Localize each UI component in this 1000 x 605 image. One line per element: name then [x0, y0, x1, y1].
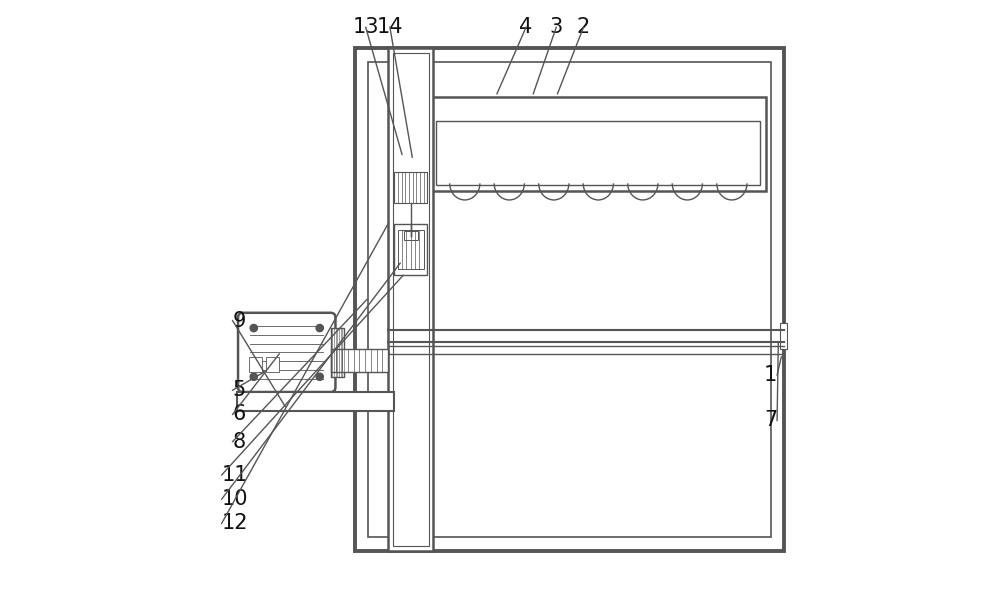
Circle shape — [250, 324, 257, 332]
Bar — [266, 357, 279, 372]
Text: 14: 14 — [377, 17, 403, 38]
Text: 1: 1 — [764, 365, 777, 385]
FancyBboxPatch shape — [238, 313, 335, 392]
Bar — [355, 48, 784, 551]
Circle shape — [316, 373, 323, 381]
Text: 5: 5 — [233, 380, 246, 401]
Text: 12: 12 — [222, 513, 248, 534]
Text: 10: 10 — [222, 489, 248, 509]
Circle shape — [316, 324, 323, 332]
Text: 11: 11 — [222, 465, 248, 485]
Text: 4: 4 — [519, 17, 533, 38]
Bar — [237, 392, 394, 411]
Text: 8: 8 — [233, 431, 246, 452]
Bar — [331, 349, 388, 372]
Text: 6: 6 — [233, 404, 246, 425]
Bar — [436, 121, 760, 185]
Bar — [398, 230, 424, 269]
Bar — [368, 62, 771, 537]
Bar — [249, 357, 262, 372]
Bar — [393, 53, 429, 546]
Bar — [404, 231, 418, 240]
Bar — [394, 224, 427, 275]
Text: 13: 13 — [352, 17, 379, 38]
Text: 3: 3 — [550, 17, 563, 38]
Text: 9: 9 — [233, 310, 246, 331]
Text: 2: 2 — [577, 17, 590, 38]
Text: 7: 7 — [764, 410, 777, 431]
Bar — [388, 48, 433, 551]
Bar — [331, 328, 344, 377]
Circle shape — [250, 373, 257, 381]
Bar — [780, 323, 787, 349]
Bar — [394, 172, 427, 203]
Bar — [430, 97, 766, 191]
